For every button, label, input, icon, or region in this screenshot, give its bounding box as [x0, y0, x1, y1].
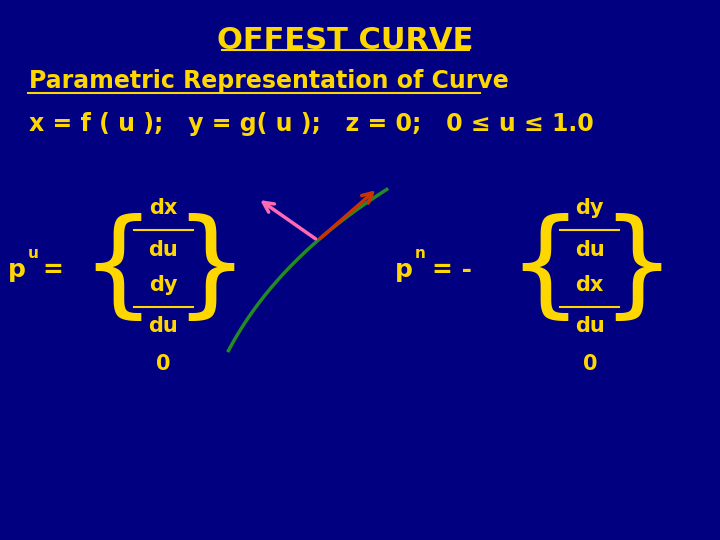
Text: du: du [148, 316, 178, 336]
Text: n: n [415, 246, 426, 261]
Text: }: } [600, 213, 675, 327]
Text: dx: dx [575, 275, 604, 295]
Text: du: du [575, 316, 605, 336]
Text: dy: dy [149, 275, 177, 295]
Text: du: du [148, 240, 178, 260]
Text: =: = [42, 258, 63, 282]
Text: {: { [508, 213, 582, 327]
Text: Parametric Representation of Curve: Parametric Representation of Curve [29, 69, 508, 92]
Text: }: } [174, 213, 249, 327]
Text: p: p [395, 258, 413, 282]
Text: dy: dy [575, 198, 604, 218]
Text: 0: 0 [582, 354, 597, 374]
Text: dx: dx [149, 198, 177, 218]
Text: u: u [27, 246, 38, 261]
Text: p: p [8, 258, 25, 282]
Text: 0: 0 [156, 354, 171, 374]
Text: du: du [575, 240, 605, 260]
Text: = -: = - [432, 258, 472, 282]
Text: OFFEST CURVE: OFFEST CURVE [217, 25, 474, 55]
Text: x = f ( u );   y = g( u );   z = 0;   0 ≤ u ≤ 1.0: x = f ( u ); y = g( u ); z = 0; 0 ≤ u ≤ … [29, 112, 594, 136]
Text: {: { [81, 213, 156, 327]
